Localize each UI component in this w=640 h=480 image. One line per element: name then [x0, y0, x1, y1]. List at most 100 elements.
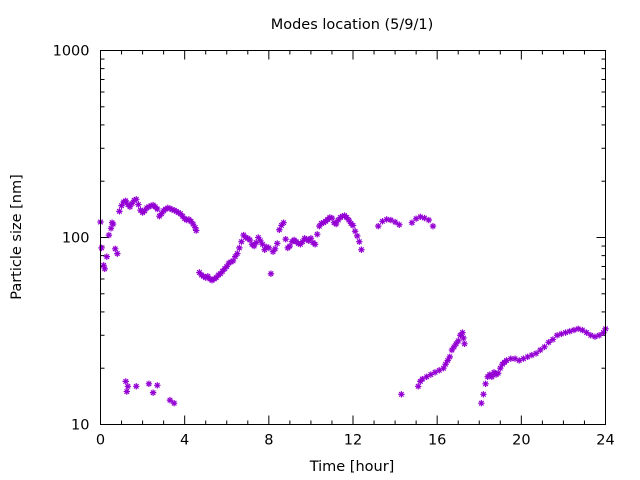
data-point: [436, 367, 443, 374]
data-point: [223, 263, 230, 270]
data-point: [158, 210, 165, 217]
data-point: [246, 236, 254, 244]
data-point: [276, 226, 283, 233]
data-point: [537, 346, 544, 354]
data-point: [149, 389, 157, 396]
data-point: [299, 238, 306, 245]
data-point: [122, 197, 129, 205]
data-point: [570, 326, 578, 334]
data-point: [242, 234, 249, 241]
data-point: [528, 351, 536, 359]
data-point: [175, 209, 182, 216]
data-point: [261, 246, 268, 253]
x-tick-label: 8: [264, 433, 273, 449]
data-point: [263, 243, 270, 251]
x-tick-label: 20: [512, 433, 530, 449]
data-point: [558, 330, 565, 338]
data-point: [109, 220, 117, 228]
data-point: [126, 203, 134, 210]
data-point: [503, 357, 510, 364]
data-point: [442, 361, 449, 368]
data-point: [305, 237, 313, 245]
data-point: [297, 241, 304, 248]
data-point: [204, 273, 212, 280]
data-point: [145, 380, 153, 388]
chart-title: Modes location (5/9/1): [271, 17, 434, 33]
data-point: [429, 222, 437, 230]
data-point: [358, 246, 365, 253]
data-point: [227, 258, 235, 266]
data-point: [282, 235, 289, 243]
data-point: [478, 399, 485, 407]
data-point: [431, 369, 439, 376]
data-point: [412, 215, 420, 222]
data-point: [351, 228, 359, 235]
data-point: [425, 216, 432, 224]
data-point: [532, 350, 540, 357]
data-point: [398, 391, 405, 398]
data-point: [259, 241, 266, 248]
data-point: [162, 205, 169, 213]
data-point: [387, 216, 395, 224]
data-point: [316, 222, 323, 230]
data-point: [105, 231, 113, 239]
data-point: [173, 208, 180, 215]
data-point: [301, 235, 308, 242]
data-point: [383, 216, 390, 223]
data-point: [583, 329, 590, 336]
x-axis-label: Time [hour]: [309, 459, 395, 475]
data-point: [133, 196, 140, 203]
data-point: [166, 396, 174, 404]
data-point: [314, 231, 321, 238]
data-point: [154, 205, 161, 213]
data-point: [234, 250, 241, 257]
data-point: [179, 212, 186, 220]
data-point: [507, 355, 515, 362]
data-point: [375, 222, 382, 230]
data-point: [417, 213, 424, 221]
data-point: [219, 268, 226, 275]
data-point: [349, 222, 357, 229]
data-point: [118, 202, 125, 209]
x-tick-label: 4: [180, 433, 189, 449]
data-point: [135, 201, 142, 208]
data-point: [250, 242, 258, 250]
data-point: [541, 343, 548, 351]
data-point: [122, 378, 129, 385]
data-point: [459, 329, 466, 336]
data-point: [460, 334, 467, 342]
data-point: [591, 333, 599, 340]
data-point: [166, 205, 174, 212]
data-point: [549, 336, 557, 343]
data-point: [295, 240, 302, 247]
data-point: [124, 383, 132, 390]
data-point: [587, 332, 594, 339]
data-point: [255, 234, 262, 241]
data-point: [269, 248, 277, 255]
data-point: [170, 399, 178, 407]
data-point: [553, 332, 561, 339]
y-tick-label: 100: [62, 231, 90, 247]
data-point: [130, 197, 138, 204]
data-point: [225, 259, 233, 267]
data-point: [408, 219, 416, 226]
data-point: [480, 391, 487, 398]
data-point: [128, 200, 136, 207]
data-point: [335, 216, 342, 224]
data-point: [423, 373, 430, 380]
data-point: [343, 214, 350, 221]
data-point: [520, 355, 527, 362]
data-point: [448, 346, 456, 354]
data-point: [326, 214, 334, 221]
data-point: [141, 207, 148, 214]
data-point: [154, 382, 161, 389]
data-point: [213, 274, 220, 281]
data-point: [427, 371, 435, 378]
data-point: [271, 245, 279, 253]
data-point: [114, 250, 121, 257]
data-point: [120, 198, 127, 206]
data-point: [280, 219, 287, 226]
tick-labels: 0 4 8 12 16 20 24 10 100 1000: [53, 44, 615, 449]
data-point: [488, 373, 496, 380]
